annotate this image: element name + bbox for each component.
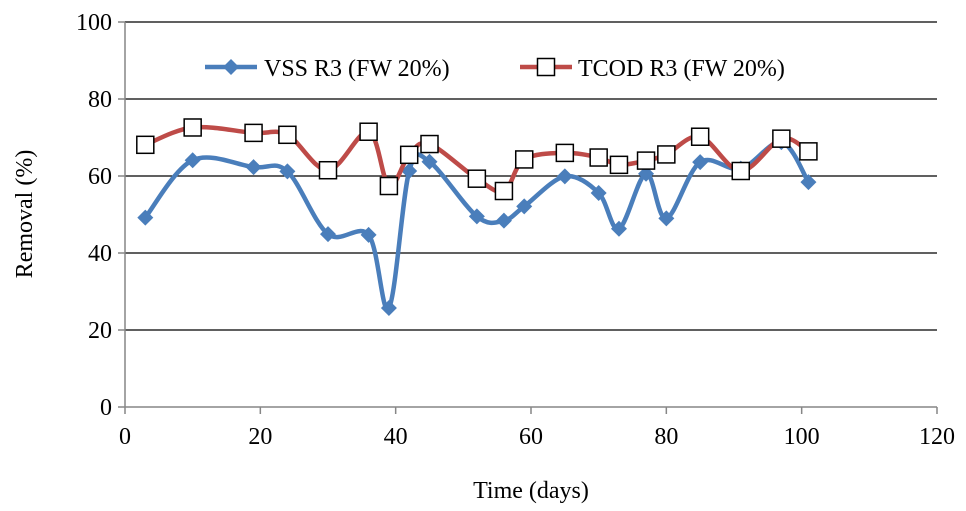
data-point-square: [799, 142, 818, 161]
x-tick-label: 80: [654, 424, 678, 450]
data-point-square: [244, 123, 263, 143]
data-point-square: [318, 160, 338, 180]
data-point-diamond: [800, 174, 817, 191]
data-point-diamond: [401, 162, 418, 179]
y-tick-label: 80: [88, 87, 112, 113]
data-point-square: [690, 127, 710, 146]
data-point-square: [183, 118, 202, 137]
data-point-square: [555, 143, 575, 163]
x-axis-title: Time (days): [473, 478, 589, 504]
data-point-square: [379, 176, 399, 196]
data-point-diamond: [556, 168, 573, 185]
data-point-square: [278, 125, 297, 145]
data-point-square: [399, 145, 419, 165]
data-point-diamond: [360, 226, 377, 243]
data-point-diamond: [245, 159, 262, 176]
axes: [124, 22, 937, 408]
data-point-diamond: [380, 300, 397, 317]
data-point-square: [772, 129, 791, 148]
data-point-diamond: [468, 208, 485, 225]
legend-item-vss: VSS R3 (FW 20%): [205, 56, 450, 82]
data-point-diamond: [516, 198, 533, 215]
data-point-square: [609, 155, 629, 175]
data-point-square: [136, 135, 155, 155]
x-tick-label: 20: [248, 424, 272, 450]
data-point-diamond: [692, 154, 709, 171]
legend-item-tcod: TCOD R3 (FW 20%): [520, 56, 785, 82]
data-point-square: [494, 181, 514, 201]
data-point-diamond: [137, 209, 154, 226]
series: [136, 118, 818, 317]
data-point-diamond: [320, 226, 336, 243]
x-tick-label: 60: [519, 424, 543, 450]
y-tick-label: 40: [88, 241, 112, 267]
legend: VSS R3 (FW 20%) TCOD R3 (FW 20%): [205, 56, 785, 82]
legend-diamond-marker: [223, 59, 239, 75]
x-tick-label: 0: [119, 424, 131, 450]
series-tcod: [136, 118, 818, 201]
data-point-square: [467, 169, 487, 188]
x-tick-label: 120: [919, 424, 955, 450]
legend-label-vss: VSS R3 (FW 20%): [264, 56, 450, 82]
legend-square-marker: [536, 57, 556, 77]
data-point-diamond: [590, 184, 607, 201]
data-point-diamond: [279, 163, 296, 180]
data-point-diamond: [658, 210, 675, 227]
x-tick-label: 100: [784, 424, 820, 450]
data-point-square: [636, 151, 656, 170]
data-point-square: [420, 134, 439, 154]
y-tick-label: 60: [88, 164, 112, 190]
y-tick-label: 20: [88, 318, 112, 344]
data-point-square: [731, 161, 751, 181]
data-point-square: [514, 150, 534, 169]
tick-labels: 0 20 40 60 80 100 0 20 40 60 80 100 120: [76, 10, 955, 450]
data-point-diamond: [495, 212, 512, 229]
series-vss: [137, 134, 817, 317]
data-point-square: [589, 148, 608, 167]
series-line: [143, 139, 811, 312]
data-point-square: [359, 122, 378, 141]
y-tick-label: 100: [76, 10, 112, 36]
legend-label-tcod: TCOD R3 (FW 20%): [578, 56, 785, 82]
y-tick-label: 0: [100, 395, 112, 421]
data-point-diamond: [421, 153, 438, 170]
x-tick-label: 40: [384, 424, 408, 450]
data-point-diamond: [610, 220, 627, 237]
data-point-square: [657, 145, 676, 164]
y-axis-title: Removal (%): [12, 150, 38, 279]
data-point-diamond: [184, 152, 201, 169]
gridlines: [118, 21, 938, 414]
